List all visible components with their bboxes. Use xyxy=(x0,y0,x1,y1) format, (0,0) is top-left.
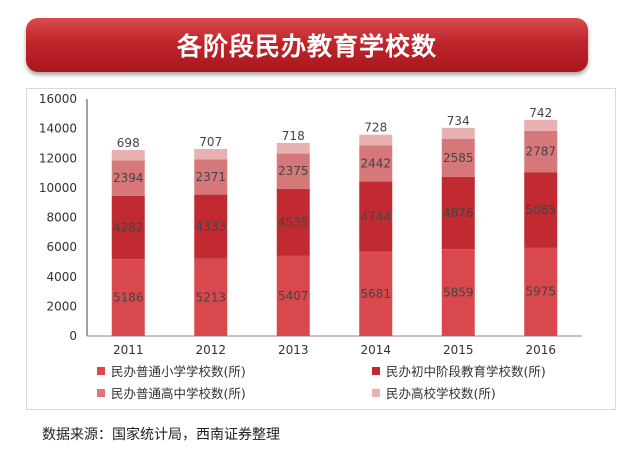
y-tick-label: 6000 xyxy=(46,240,77,254)
bar-segment xyxy=(524,119,558,131)
data-label: 5186 xyxy=(113,291,144,305)
data-label: 5407 xyxy=(278,289,309,303)
data-label: 2375 xyxy=(278,164,309,178)
data-label: 4876 xyxy=(443,206,474,220)
bar-segment xyxy=(194,194,228,259)
y-tick-label: 4000 xyxy=(46,270,77,284)
x-tick-label: 2012 xyxy=(195,343,226,357)
data-label: 707 xyxy=(199,135,222,149)
y-tick-label: 12000 xyxy=(39,151,77,165)
chart-title-banner: 各阶段民办教育学校数 xyxy=(26,18,588,72)
data-label: 718 xyxy=(282,129,305,143)
legend-swatch xyxy=(97,389,105,397)
y-tick-label: 14000 xyxy=(39,122,77,136)
data-label: 4535 xyxy=(278,215,309,229)
x-tick-label: 2015 xyxy=(443,343,474,357)
bar-segment xyxy=(111,149,145,161)
data-label: 698 xyxy=(117,136,140,150)
data-label: 2442 xyxy=(360,156,391,170)
data-label: 5859 xyxy=(443,286,474,300)
bar-segment xyxy=(359,134,393,146)
bar-segment xyxy=(359,145,393,182)
legend-swatch xyxy=(372,367,380,375)
data-label: 5213 xyxy=(195,290,226,304)
bar-segment xyxy=(359,181,393,252)
x-tick-label: 2016 xyxy=(525,343,556,357)
bar-segment xyxy=(111,160,145,196)
bar-segment xyxy=(524,130,558,173)
data-label: 742 xyxy=(529,106,552,120)
y-tick-label: 10000 xyxy=(39,181,77,195)
data-label: 734 xyxy=(447,114,470,128)
legend-label: 民办高校学校数(所) xyxy=(386,386,496,401)
data-label: 2371 xyxy=(195,170,226,184)
data-label: 5085 xyxy=(525,203,556,217)
bar-segment xyxy=(441,127,475,139)
bar-segment xyxy=(194,149,228,160)
stacked-bar-chart: 0 2000 4000 6000 8000 10000 12000 14000 16000 518… xyxy=(39,92,582,401)
bar-segment xyxy=(441,138,475,177)
legend-label: 民办初中阶段教育学校数(所) xyxy=(386,364,546,379)
bar-segment xyxy=(276,142,310,154)
data-label: 5975 xyxy=(525,285,556,299)
x-tick-label: 2013 xyxy=(278,343,309,357)
legend-swatch xyxy=(97,367,105,375)
bar-segment xyxy=(194,258,228,336)
chart-title: 各阶段民办教育学校数 xyxy=(176,32,437,61)
data-label: 4282 xyxy=(113,220,144,234)
y-tick-label: 16000 xyxy=(39,92,77,106)
chart-area: 0 2000 4000 6000 8000 10000 12000 14000 16000 518… xyxy=(26,88,616,410)
data-label: 4744 xyxy=(360,210,391,224)
bar-segment xyxy=(276,153,310,189)
legend-swatch xyxy=(372,389,380,397)
bar-segment xyxy=(111,259,145,336)
bar-segment xyxy=(441,249,475,336)
bar-segment xyxy=(441,176,475,250)
bar-segment xyxy=(194,159,228,195)
data-label: 2787 xyxy=(525,145,556,159)
x-tick-label: 2011 xyxy=(113,343,144,357)
bar-segment xyxy=(276,255,310,336)
data-label: 4333 xyxy=(195,220,226,234)
data-label: 2585 xyxy=(443,151,474,165)
data-label: 2394 xyxy=(113,171,144,185)
bar-segment xyxy=(524,247,558,336)
legend-label: 民办普通高中学校数(所) xyxy=(111,386,246,401)
y-tick-label: 8000 xyxy=(46,211,77,225)
x-tick-label: 2014 xyxy=(360,343,391,357)
bar-segment xyxy=(111,195,145,260)
y-tick-label: 2000 xyxy=(46,299,77,313)
bar-segment xyxy=(276,188,310,256)
bar-segment xyxy=(359,251,393,336)
data-label: 728 xyxy=(364,121,387,135)
legend-label: 民办普通小学学校数(所) xyxy=(111,364,246,379)
data-source-note: 数据来源：国家统计局，西南证券整理 xyxy=(42,427,280,443)
data-label: 5681 xyxy=(360,287,391,301)
y-tick-label: 0 xyxy=(69,329,77,343)
bar-segment xyxy=(524,172,558,248)
